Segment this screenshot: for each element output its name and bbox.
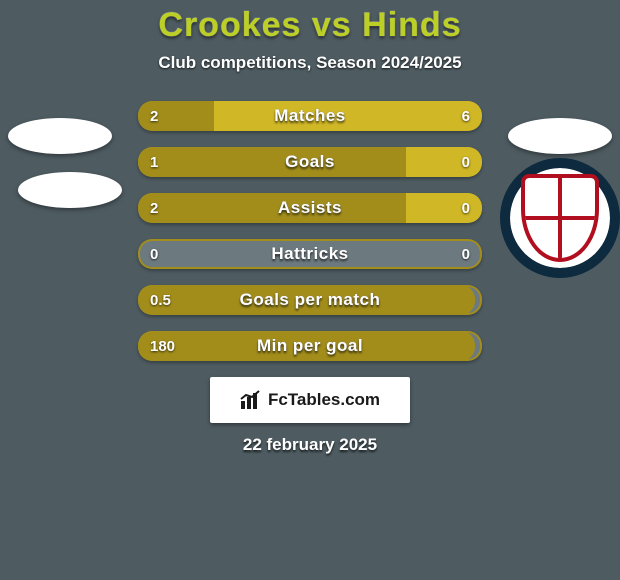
bar-left-fill <box>138 285 475 315</box>
stat-bar: 00Hattricks <box>138 239 482 269</box>
infographic-root: Crookes vs Hinds Club competitions, Seas… <box>0 0 620 580</box>
stat-bar: 26Matches <box>138 101 482 131</box>
stat-bar: 0.5Goals per match <box>138 285 482 315</box>
left-badge-placeholder-1 <box>8 118 112 154</box>
brand-text: FcTables.com <box>268 390 380 410</box>
bar-right-fill <box>406 147 482 177</box>
shield-icon <box>521 174 599 262</box>
right-club-crest <box>510 168 610 268</box>
bar-track <box>138 239 482 269</box>
bar-left-fill <box>138 193 406 223</box>
stat-bar: 20Assists <box>138 193 482 223</box>
left-badge-placeholder-2 <box>18 172 122 208</box>
page-title: Crookes vs Hinds <box>0 6 620 45</box>
bar-left-fill <box>138 331 475 361</box>
bar-left-fill <box>138 147 406 177</box>
page-subtitle: Club competitions, Season 2024/2025 <box>0 53 620 73</box>
bar-left-fill <box>138 101 214 131</box>
stat-bar: 180Min per goal <box>138 331 482 361</box>
right-badge-placeholder-1 <box>508 118 612 154</box>
bar-right-fill <box>406 193 482 223</box>
stat-bars: 26Matches 10Goals 20Assists 00Hattricks 0.5G… <box>138 101 482 361</box>
stat-bar: 10Goals <box>138 147 482 177</box>
bar-right-fill <box>214 101 482 131</box>
date-text: 22 february 2025 <box>0 435 620 455</box>
brand-badge: FcTables.com <box>210 377 410 423</box>
chart-icon <box>240 390 262 410</box>
